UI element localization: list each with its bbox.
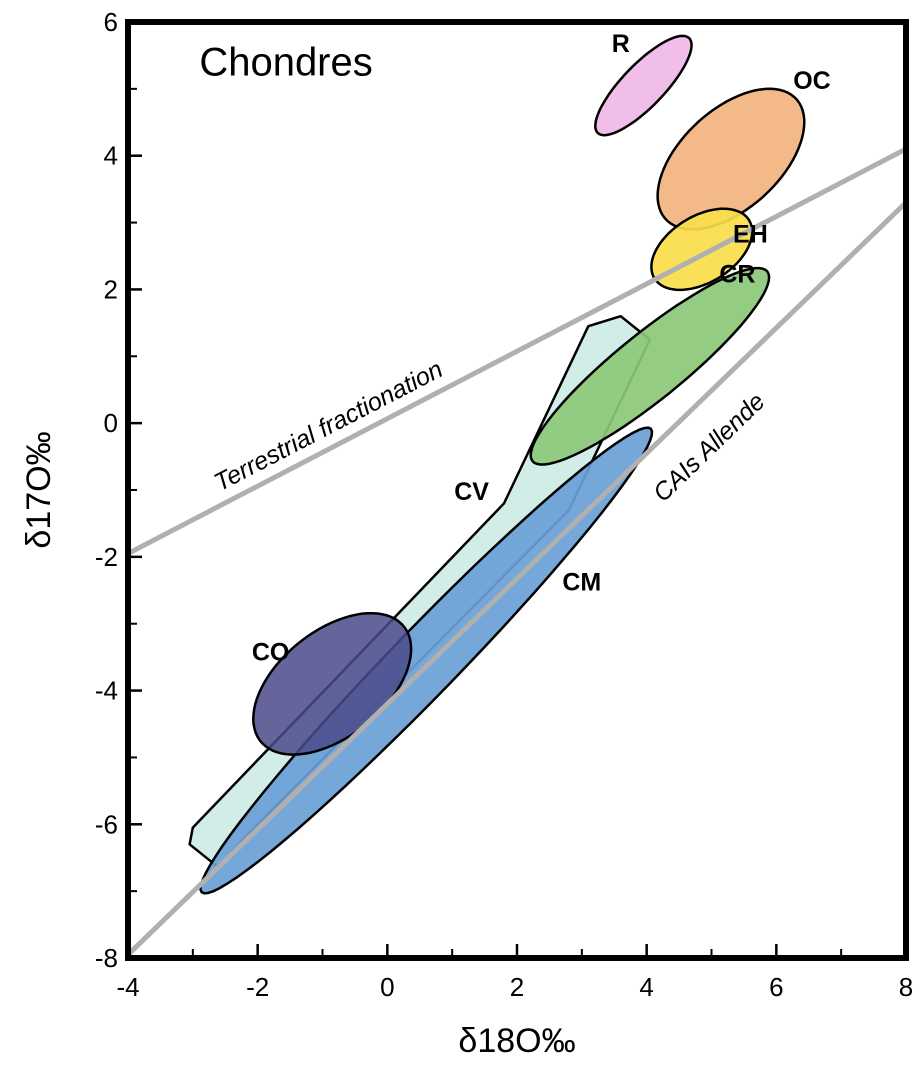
regions-layer: [188, 34, 806, 895]
x-axis-title: δ18O‰: [458, 1022, 575, 1060]
x-tick-label: 8: [899, 972, 913, 1002]
region-oc: [656, 87, 806, 231]
label-eh: EH: [733, 221, 768, 249]
y-tick-label: 0: [104, 408, 118, 438]
line-terrestrial-fractionation: [128, 146, 906, 556]
label-cais-allende: CAIs Allende: [648, 388, 771, 508]
x-tick-label: -4: [116, 972, 139, 1002]
y-tick-label: -2: [95, 542, 118, 572]
y-tick-label: 4: [104, 141, 118, 171]
x-tick-label: 2: [510, 972, 524, 1002]
label-co: CO: [252, 638, 290, 666]
x-tick-label: 4: [639, 972, 653, 1002]
line-cais-allende: [128, 200, 906, 957]
x-tick-label: 6: [769, 972, 783, 1002]
y-tick-label: -6: [95, 809, 118, 839]
label-r: R: [612, 30, 630, 58]
x-tick-label: 0: [380, 972, 394, 1002]
x-tick-label: -2: [246, 972, 269, 1002]
y-tick-label: -8: [95, 943, 118, 973]
y-axis-title: δ17O‰: [20, 431, 58, 548]
y-tick-label: -4: [95, 676, 118, 706]
reference-lines-layer: [128, 146, 906, 957]
label-cm: CM: [562, 568, 601, 596]
label-terrestrial-fractionation: Terrestrial fractionation: [210, 355, 448, 497]
label-oc: OC: [793, 67, 831, 95]
label-cr: CR: [719, 261, 755, 289]
region-r: [594, 34, 693, 137]
ticks-layer: -4 -2 0 2 4 6 8 6 4 2 0 -2 -4 -6 -8: [95, 7, 913, 1002]
label-cv: CV: [454, 478, 489, 506]
region-cr: [529, 266, 771, 466]
chart-title: Chondres: [199, 40, 372, 84]
y-tick-label: 2: [104, 274, 118, 304]
y-tick-label: 6: [104, 7, 118, 37]
